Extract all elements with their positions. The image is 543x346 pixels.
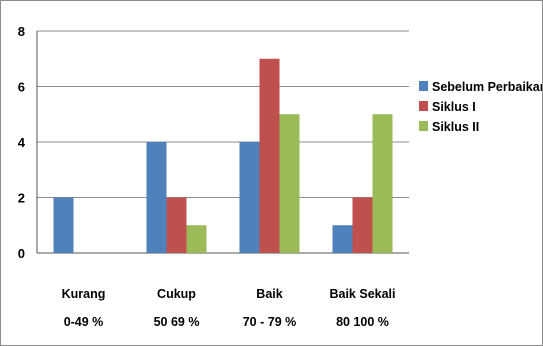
y-tick-label: 2 [18,191,25,206]
bars [53,58,393,253]
bar [166,197,187,253]
x-tick-label: 70 - 79 % [243,315,297,329]
legend-label: Siklus I [432,100,476,114]
x-tick-label: 0-49 % [64,315,104,329]
bar [279,114,300,253]
x-tick-label: 50 69 % [154,315,200,329]
bar [146,142,167,253]
bar [372,114,393,253]
legend-label: Siklus II [432,120,479,134]
y-axis-ticks: 0 2 4 6 8 [18,24,26,261]
bar [352,197,373,253]
bar [186,225,207,253]
legend-label: Sebelum Perbaikan [432,80,542,94]
legend-swatch [419,81,428,91]
x-tick-label: 80 100 % [336,315,389,329]
x-tick-label: Cukup [157,287,196,301]
x-tick-label: Baik Sekali [329,287,395,301]
x-tick-label: Kurang [62,287,106,301]
y-tick-label: 4 [18,135,26,150]
legend-swatch [419,101,428,111]
y-tick-label: 0 [18,246,25,261]
bar [332,225,353,253]
legend: Sebelum Perbaikan Siklus I Siklus II [419,80,542,134]
x-tick-label: Baik [256,287,282,301]
y-tick-label: 8 [18,24,25,39]
x-axis-labels: Kurang 0-49 % Cukup 50 69 % Baik 70 - 79 % Bai… [62,287,396,329]
bar [259,58,280,253]
legend-swatch [419,121,428,131]
bar [239,142,260,253]
bar [53,197,74,253]
y-tick-label: 6 [18,80,25,95]
